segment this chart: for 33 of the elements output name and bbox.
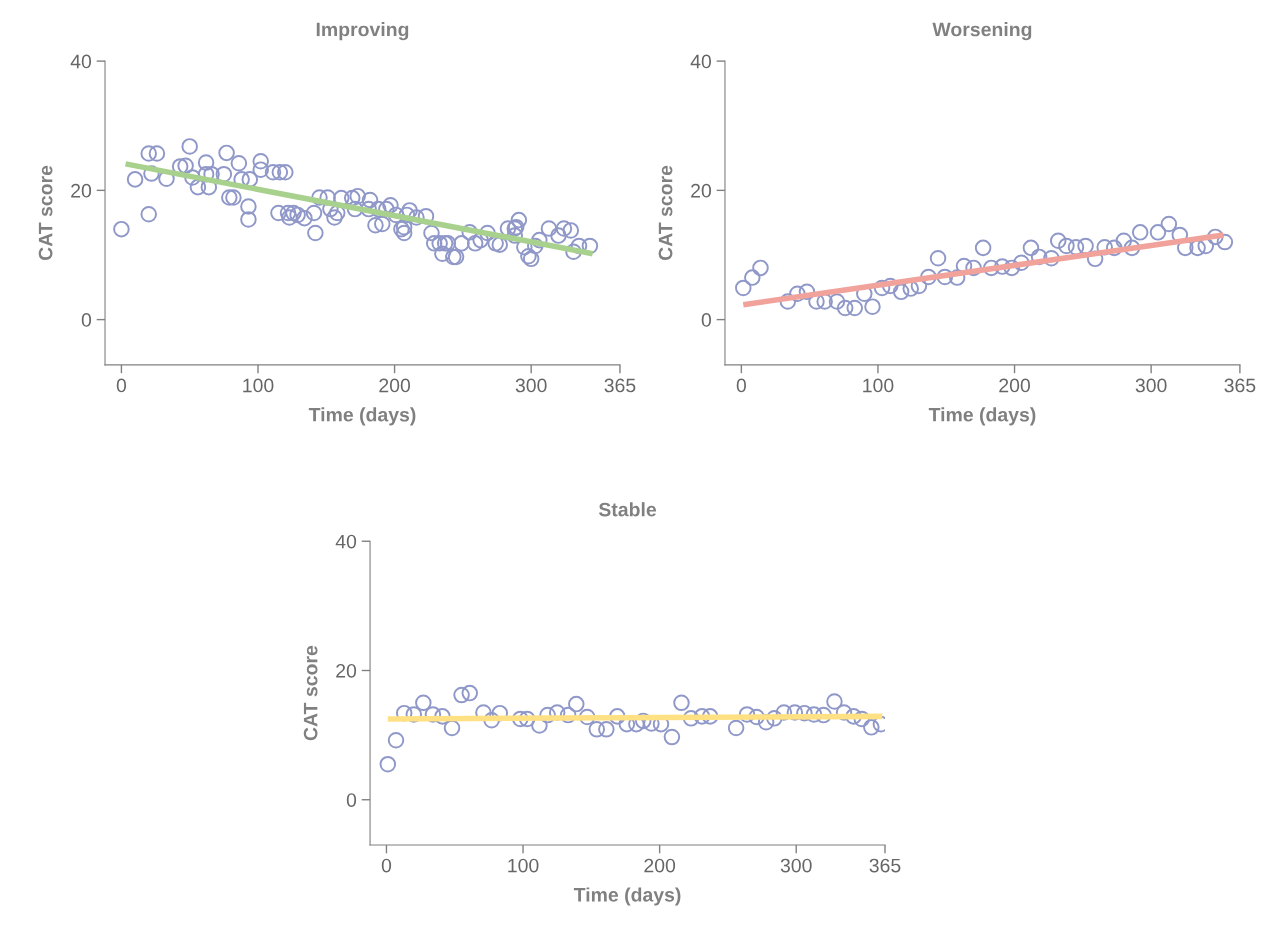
x-tick-label: 300 xyxy=(780,858,812,873)
y-tick-label: 40 xyxy=(70,54,92,69)
y-tick-label: 20 xyxy=(71,183,92,198)
y-tick-label: 40 xyxy=(335,534,357,549)
chart-title: Improving xyxy=(316,22,409,41)
y-axis-title: CAT score xyxy=(303,645,318,741)
x-tick-label: 365 xyxy=(869,858,901,873)
x-axis-title: Time (days) xyxy=(573,887,681,906)
x-tick-label: 0 xyxy=(381,858,392,873)
x-axis-title: Time (days) xyxy=(928,407,1036,426)
x-tick-label: 300 xyxy=(1135,378,1167,393)
x-tick-label: 200 xyxy=(644,858,676,873)
x-tick-label: 300 xyxy=(515,378,547,393)
x-tick-label: 100 xyxy=(863,378,894,393)
chart-title: Stable xyxy=(598,502,657,517)
x-tick-label: 0 xyxy=(736,378,747,393)
y-tick-label: 20 xyxy=(691,183,712,198)
x-tick-label: 365 xyxy=(604,378,636,393)
y-tick-label: 20 xyxy=(336,663,357,678)
y-tick-label: 0 xyxy=(81,313,92,327)
x-tick-label: 100 xyxy=(243,378,274,393)
y-tick-label: 0 xyxy=(346,793,357,807)
y-axis-title: CAT score xyxy=(658,165,673,261)
x-tick-label: 365 xyxy=(1224,378,1256,393)
chart-title: Worsening xyxy=(932,22,1032,41)
x-tick-label: 200 xyxy=(999,378,1030,393)
y-axis-title: CAT score xyxy=(38,165,53,261)
x-tick-label: 200 xyxy=(379,378,411,393)
x-tick-label: 0 xyxy=(116,378,127,393)
x-axis-title: Time (days) xyxy=(308,407,416,426)
x-tick-label: 100 xyxy=(508,858,539,873)
y-tick-label: 0 xyxy=(701,313,712,327)
y-tick-label: 40 xyxy=(690,54,712,69)
